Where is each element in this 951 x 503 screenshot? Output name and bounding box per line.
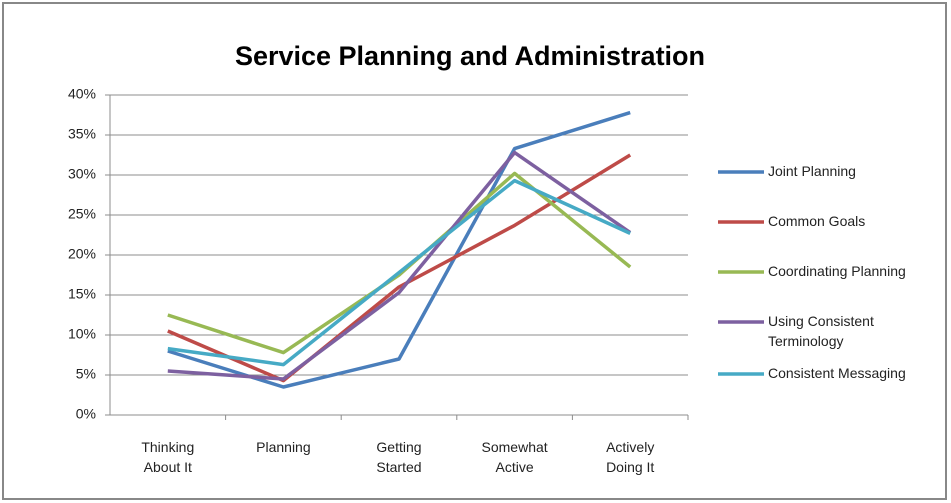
y-tick-label: 10% [68, 326, 96, 342]
line-series [167, 153, 632, 383]
chart-title: Service Planning and Administration [235, 41, 705, 71]
y-tick-label: 5% [76, 366, 96, 382]
line-series [167, 178, 631, 367]
x-tick-label: Getting Started [376, 439, 421, 475]
legend-label: Joint Planning [768, 163, 856, 179]
x-tick-label: Actively Doing It [606, 439, 654, 475]
line-series [167, 150, 632, 381]
y-tick-label: 25% [68, 206, 96, 222]
x-tick-label: Thinking About It [141, 439, 194, 475]
x-tick-label: Somewhat Active [482, 439, 548, 475]
y-tick-label: 0% [76, 406, 96, 422]
legend-label: Consistent Messaging [768, 365, 906, 381]
legend-label: Coordinating Planning [768, 263, 906, 279]
legend-label: Using Consistent Terminology [768, 313, 874, 349]
y-tick-label: 40% [68, 86, 96, 102]
legend-label: Common Goals [768, 213, 865, 229]
line-series [167, 171, 632, 355]
x-tick-label: Planning [256, 439, 311, 455]
y-tick-label: 20% [68, 246, 96, 262]
y-tick-label: 15% [68, 286, 96, 302]
y-tick-label: 30% [68, 166, 96, 182]
y-tick-label: 35% [68, 126, 96, 142]
